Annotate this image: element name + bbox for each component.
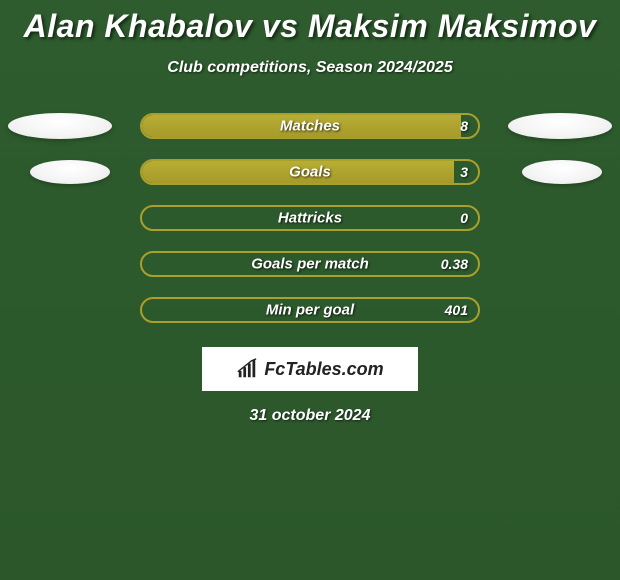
stat-bar: Min per goal401 [140, 297, 480, 323]
stat-bar: Matches8 [140, 113, 480, 139]
stat-row: Hattricks0 [0, 205, 620, 231]
stat-bar-fill [142, 115, 461, 137]
bars-icon [236, 358, 258, 380]
stat-bar-value: 3 [460, 164, 468, 180]
stat-row: Matches8 [0, 113, 620, 139]
brand-label: FcTables.com [264, 359, 383, 380]
stat-bar-value: 0 [460, 210, 468, 226]
player-right-marker [508, 113, 612, 139]
stat-bar-label: Min per goal [142, 302, 478, 319]
date-label: 31 october 2024 [0, 407, 620, 425]
stat-bar-label: Goals per match [142, 256, 478, 273]
subtitle: Club competitions, Season 2024/2025 [0, 59, 620, 77]
stat-row: Min per goal401 [0, 297, 620, 323]
stat-row: Goals3 [0, 159, 620, 185]
player-right-marker [522, 160, 602, 184]
stat-bar-label: Hattricks [142, 210, 478, 227]
page-title: Alan Khabalov vs Maksim Maksimov [0, 0, 620, 45]
stat-row: Goals per match0.38 [0, 251, 620, 277]
player-left-marker [30, 160, 110, 184]
brand-box: FcTables.com [202, 347, 418, 391]
stat-rows: Matches8Goals3Hattricks0Goals per match0… [0, 113, 620, 323]
stat-bar: Goals per match0.38 [140, 251, 480, 277]
stat-bar-value: 0.38 [441, 256, 468, 272]
stat-bar: Hattricks0 [140, 205, 480, 231]
stat-bar-value: 401 [445, 302, 468, 318]
player-left-marker [8, 113, 112, 139]
stat-bar-value: 8 [460, 118, 468, 134]
stat-bar-fill [142, 161, 454, 183]
stat-bar: Goals3 [140, 159, 480, 185]
